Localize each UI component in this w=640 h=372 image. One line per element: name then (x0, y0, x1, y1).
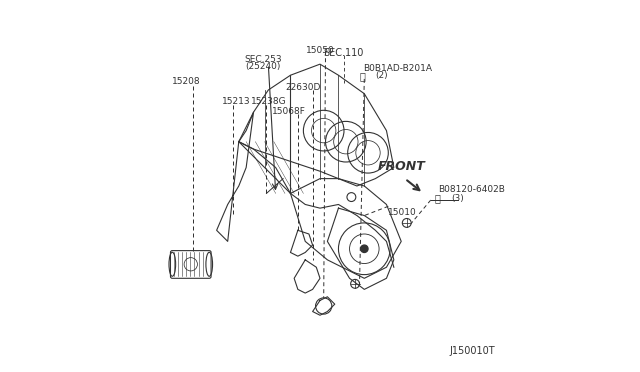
Text: 15050: 15050 (306, 46, 334, 55)
Text: 15068F: 15068F (271, 107, 305, 116)
Text: B0B1AD-B201A: B0B1AD-B201A (364, 64, 433, 73)
Text: B08120-6402B: B08120-6402B (438, 186, 505, 195)
Text: 15010: 15010 (388, 208, 417, 217)
Text: SEC.253: SEC.253 (244, 55, 282, 64)
Text: SEC.110: SEC.110 (324, 48, 364, 58)
Text: (3): (3) (451, 193, 464, 203)
Text: FRONT: FRONT (378, 160, 425, 173)
Text: (2): (2) (376, 71, 388, 80)
Text: 22630D: 22630D (285, 83, 321, 92)
Text: Ⓑ: Ⓑ (435, 193, 440, 203)
Text: J150010T: J150010T (450, 346, 495, 356)
Text: (25240): (25240) (245, 62, 280, 71)
Circle shape (360, 245, 368, 253)
Text: Ⓑ: Ⓑ (360, 71, 366, 81)
Text: 15208: 15208 (172, 77, 201, 86)
Text: 15213: 15213 (221, 97, 250, 106)
Text: 15238G: 15238G (252, 97, 287, 106)
